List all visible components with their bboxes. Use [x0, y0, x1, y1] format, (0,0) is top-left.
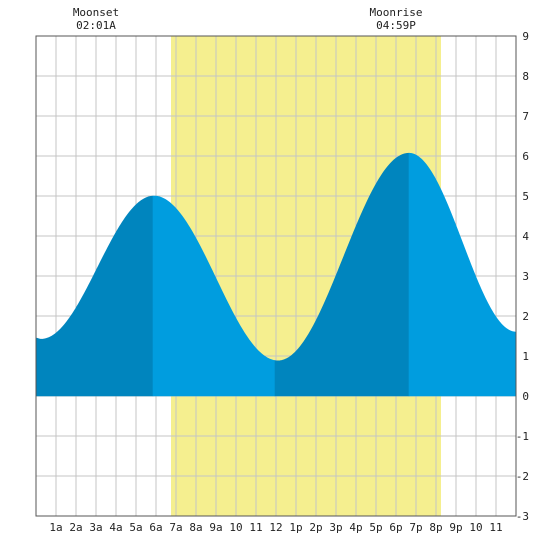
plot-frame [35, 35, 517, 517]
y-tick-label: -2 [516, 470, 529, 483]
x-tick-label: 11 [489, 521, 502, 534]
tide-area-segment-3 [274, 152, 410, 397]
y-tick-label: 7 [522, 110, 529, 123]
x-tick-label: 3p [329, 521, 342, 534]
x-tick-label: 11 [249, 521, 262, 534]
tide-area-segment-2 [152, 195, 276, 397]
tide-area-segment-4 [408, 152, 517, 397]
moon-event-time: 02:01A [76, 19, 116, 32]
y-tick-label: -1 [516, 430, 529, 443]
y-tick-label: 9 [522, 30, 529, 43]
y-tick-label: 8 [522, 70, 529, 83]
x-tick-label: 9a [209, 521, 222, 534]
x-tick-label: 4a [109, 521, 122, 534]
x-tick-label: 8a [189, 521, 202, 534]
x-tick-labels: 1a 2a 3a 4a 5a 6a 7a 8a 9a 10 11 12 1p 2p 3p 4p 5p 6p 7p 8p… [49, 521, 502, 534]
y-tick-label: 5 [522, 190, 529, 203]
x-tick-label: 7a [169, 521, 182, 534]
y-tick-label: 6 [522, 150, 529, 163]
tide-area-segment-1 [35, 195, 154, 397]
x-tick-label: 5a [129, 521, 142, 534]
x-tick-label: 1a [49, 521, 62, 534]
y-tick-labels: 9 8 7 6 5 4 3 2 1 0 -1 -2 -3 [516, 30, 530, 523]
x-tick-label: 6a [149, 521, 162, 534]
x-tick-label: 3a [89, 521, 102, 534]
x-tick-label: 9p [449, 521, 462, 534]
y-tick-label: 2 [522, 310, 529, 323]
y-tick-label: 1 [522, 350, 529, 363]
x-tick-label: 1p [289, 521, 302, 534]
x-tick-label: 6p [389, 521, 402, 534]
x-tick-label: 5p [369, 521, 382, 534]
x-tick-label: 8p [429, 521, 442, 534]
x-tick-label: 2p [309, 521, 322, 534]
x-tick-label: 10 [229, 521, 242, 534]
x-tick-label: 10 [469, 521, 482, 534]
y-tick-label: 0 [522, 390, 529, 403]
x-tick-label: 12 [269, 521, 282, 534]
moon-event-title: Moonset [73, 6, 119, 19]
x-tick-label: 2a [69, 521, 82, 534]
tide-area-layer [35, 152, 517, 397]
moon-event-title: Moonrise [370, 6, 423, 19]
x-tick-label: 4p [349, 521, 362, 534]
x-tick-label: 7p [409, 521, 422, 534]
y-tick-label: 3 [522, 270, 529, 283]
y-tick-label: 4 [522, 230, 529, 243]
y-tick-label: -3 [516, 510, 529, 523]
moon-event-time: 04:59P [376, 19, 416, 32]
